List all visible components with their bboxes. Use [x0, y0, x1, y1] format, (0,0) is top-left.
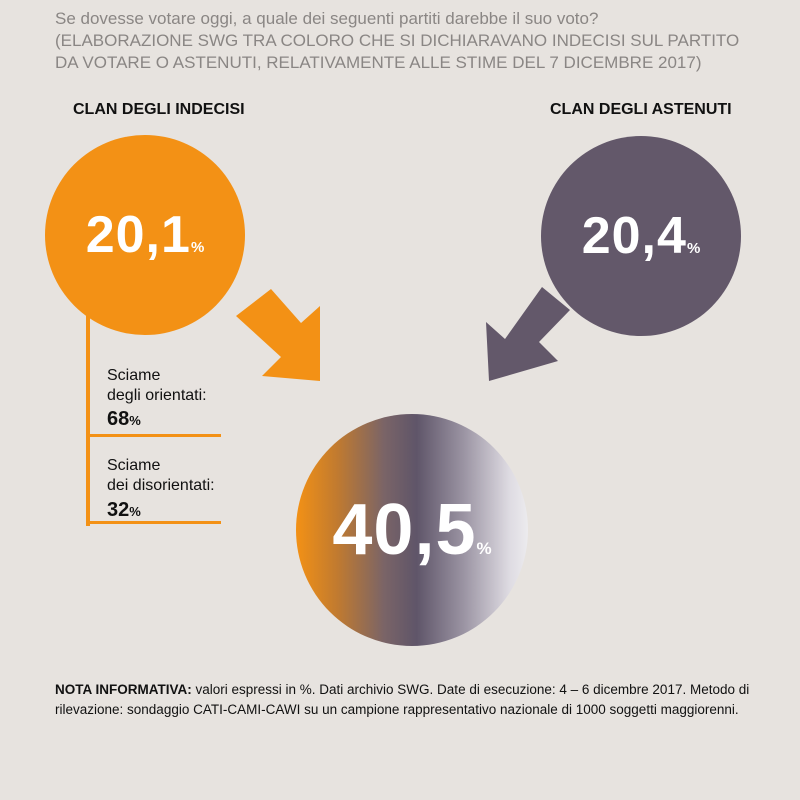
- orientati-percent: %: [129, 413, 141, 428]
- indecisi-percent: %: [190, 239, 205, 256]
- chart-title: Se dovesse votare oggi, a quale dei segu…: [55, 9, 599, 28]
- disorientati-value: 32%: [107, 499, 141, 522]
- indecisi-bubble: 20,1%: [45, 135, 245, 335]
- footnote-label: NOTA INFORMATIVA:: [55, 682, 192, 697]
- footnote: NOTA INFORMATIVA: valori espressi in %. …: [55, 680, 775, 720]
- astenuti-bubble: 20,4%: [541, 136, 741, 336]
- orientati-label-line1: Sciame: [107, 367, 161, 384]
- orientati-value: 68%: [107, 408, 141, 431]
- clan-indecisi-label: CLAN DEGLI INDECISI: [73, 101, 245, 118]
- orientati-label: Sciame degli orientati:: [107, 366, 207, 406]
- total-percent: %: [476, 539, 492, 558]
- disorientati-percent: %: [129, 504, 141, 519]
- orientati-label-line2: degli orientati:: [107, 387, 207, 404]
- chart-subtitle-line1: (ELABORAZIONE SWG TRA COLORO CHE SI DICH…: [55, 31, 740, 50]
- indecisi-value: 20,1: [85, 206, 191, 264]
- breakdown-vertical-line: [86, 298, 90, 526]
- disorientati-label-line1: Sciame: [107, 457, 161, 474]
- orientati-number: 68: [107, 408, 130, 430]
- arrow-from-astenuti-icon: [486, 287, 570, 381]
- astenuti-percent: %: [686, 240, 701, 257]
- disorientati-number: 32: [107, 499, 130, 521]
- breakdown-divider-2: [86, 521, 221, 524]
- total-value: 40,5: [332, 490, 477, 570]
- disorientati-label-line2: dei disorientati:: [107, 477, 215, 494]
- breakdown-divider-1: [86, 434, 221, 437]
- disorientati-label: Sciame dei disorientati:: [107, 456, 215, 496]
- astenuti-value: 20,4: [581, 207, 687, 265]
- chart-subtitle-line2: DA VOTARE O ASTENUTI, RELATIVAMENTE ALLE…: [55, 53, 702, 72]
- chart-header: Se dovesse votare oggi, a quale dei segu…: [55, 8, 775, 74]
- arrow-from-indecisi-icon: [236, 289, 320, 381]
- total-bubble: 40,5%: [296, 414, 528, 646]
- clan-astenuti-label: CLAN DEGLI ASTENUTI: [550, 101, 732, 118]
- footnote-text: valori espressi in %. Dati archivio SWG.…: [55, 682, 750, 717]
